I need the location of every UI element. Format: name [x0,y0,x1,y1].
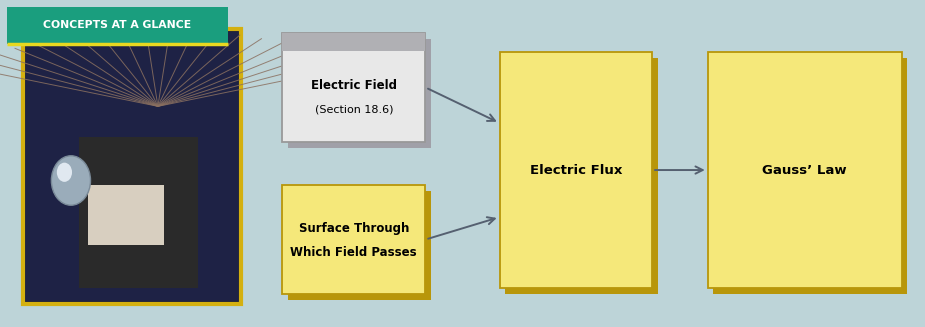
Text: Electric Flux: Electric Flux [530,164,622,177]
FancyBboxPatch shape [500,52,652,288]
Text: CONCEPTS AT A GLANCE: CONCEPTS AT A GLANCE [43,20,191,30]
FancyBboxPatch shape [288,39,431,148]
FancyBboxPatch shape [282,185,426,294]
FancyBboxPatch shape [88,185,164,245]
FancyBboxPatch shape [505,58,658,294]
FancyBboxPatch shape [79,137,198,288]
FancyBboxPatch shape [26,32,238,301]
Ellipse shape [56,163,72,182]
Text: Gauss’ Law: Gauss’ Law [762,164,847,177]
FancyBboxPatch shape [282,33,426,142]
FancyBboxPatch shape [708,52,902,288]
Text: (Section 18.6): (Section 18.6) [314,104,393,114]
FancyBboxPatch shape [23,29,240,304]
Ellipse shape [52,156,91,205]
FancyBboxPatch shape [282,33,426,51]
FancyBboxPatch shape [713,58,907,294]
FancyBboxPatch shape [7,7,228,44]
Text: Which Field Passes: Which Field Passes [290,246,417,259]
Text: Surface Through: Surface Through [299,222,409,235]
FancyBboxPatch shape [288,191,431,300]
Text: Electric Field: Electric Field [311,79,397,92]
